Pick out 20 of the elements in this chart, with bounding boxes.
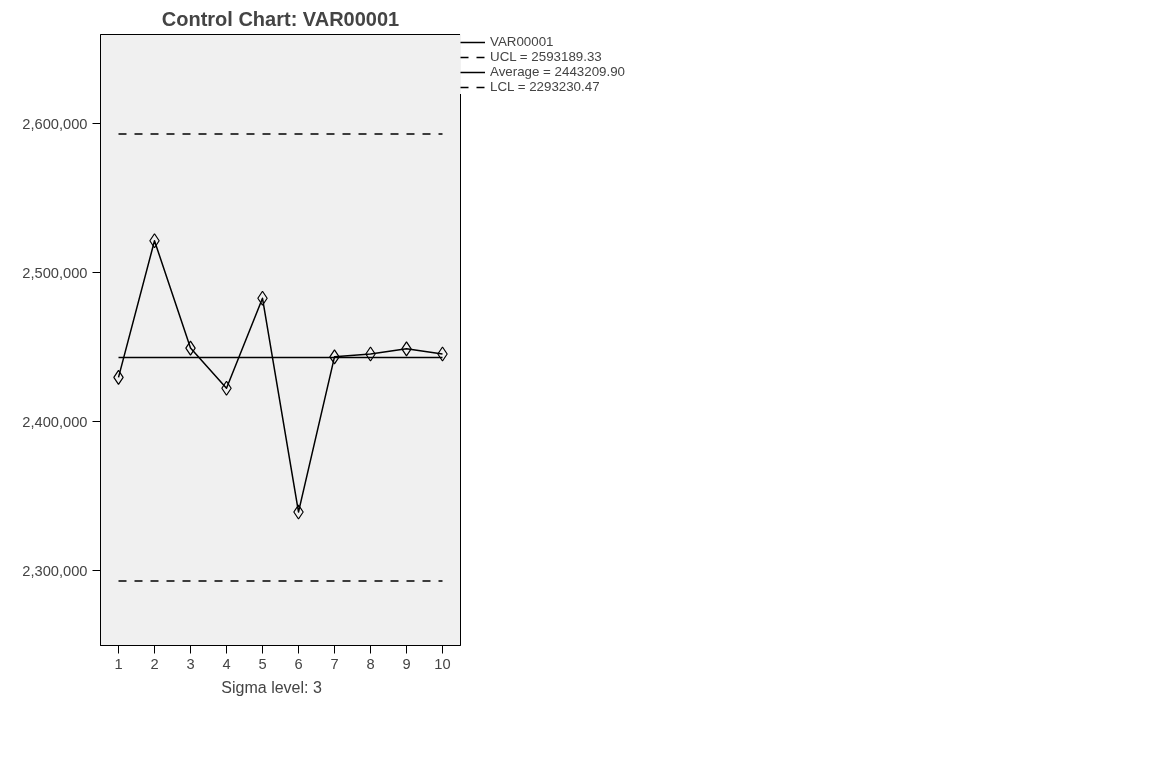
x-tick-label: 10 — [434, 655, 451, 672]
y-tick-label: 2,500,000 — [22, 264, 88, 281]
legend-label: VAR00001 — [490, 34, 554, 49]
y-tick-label: 2,300,000 — [22, 562, 88, 579]
x-tick-label: 5 — [258, 655, 267, 672]
x-tick-label: 4 — [222, 655, 231, 672]
x-tick-label: 1 — [114, 655, 123, 672]
x-tick-label: 2 — [150, 655, 159, 672]
y-tick-label: 2,400,000 — [22, 413, 88, 430]
legend-label: Average = 2443209.90 — [490, 64, 626, 79]
x-tick-label: 6 — [294, 655, 303, 672]
legend-label: UCL = 2593189.33 — [490, 49, 602, 64]
x-tick-label: 8 — [366, 655, 375, 672]
x-tick-label: 3 — [186, 655, 195, 672]
x-tick-label: 7 — [330, 655, 339, 672]
x-tick-label: 9 — [402, 655, 411, 672]
legend-label: LCL = 2293230.47 — [490, 79, 600, 94]
text: Sigma level: 3 — [221, 678, 322, 696]
y-tick-label: 2,600,000 — [22, 115, 88, 132]
chart-title: Control Chart: VAR00001 — [161, 7, 400, 30]
